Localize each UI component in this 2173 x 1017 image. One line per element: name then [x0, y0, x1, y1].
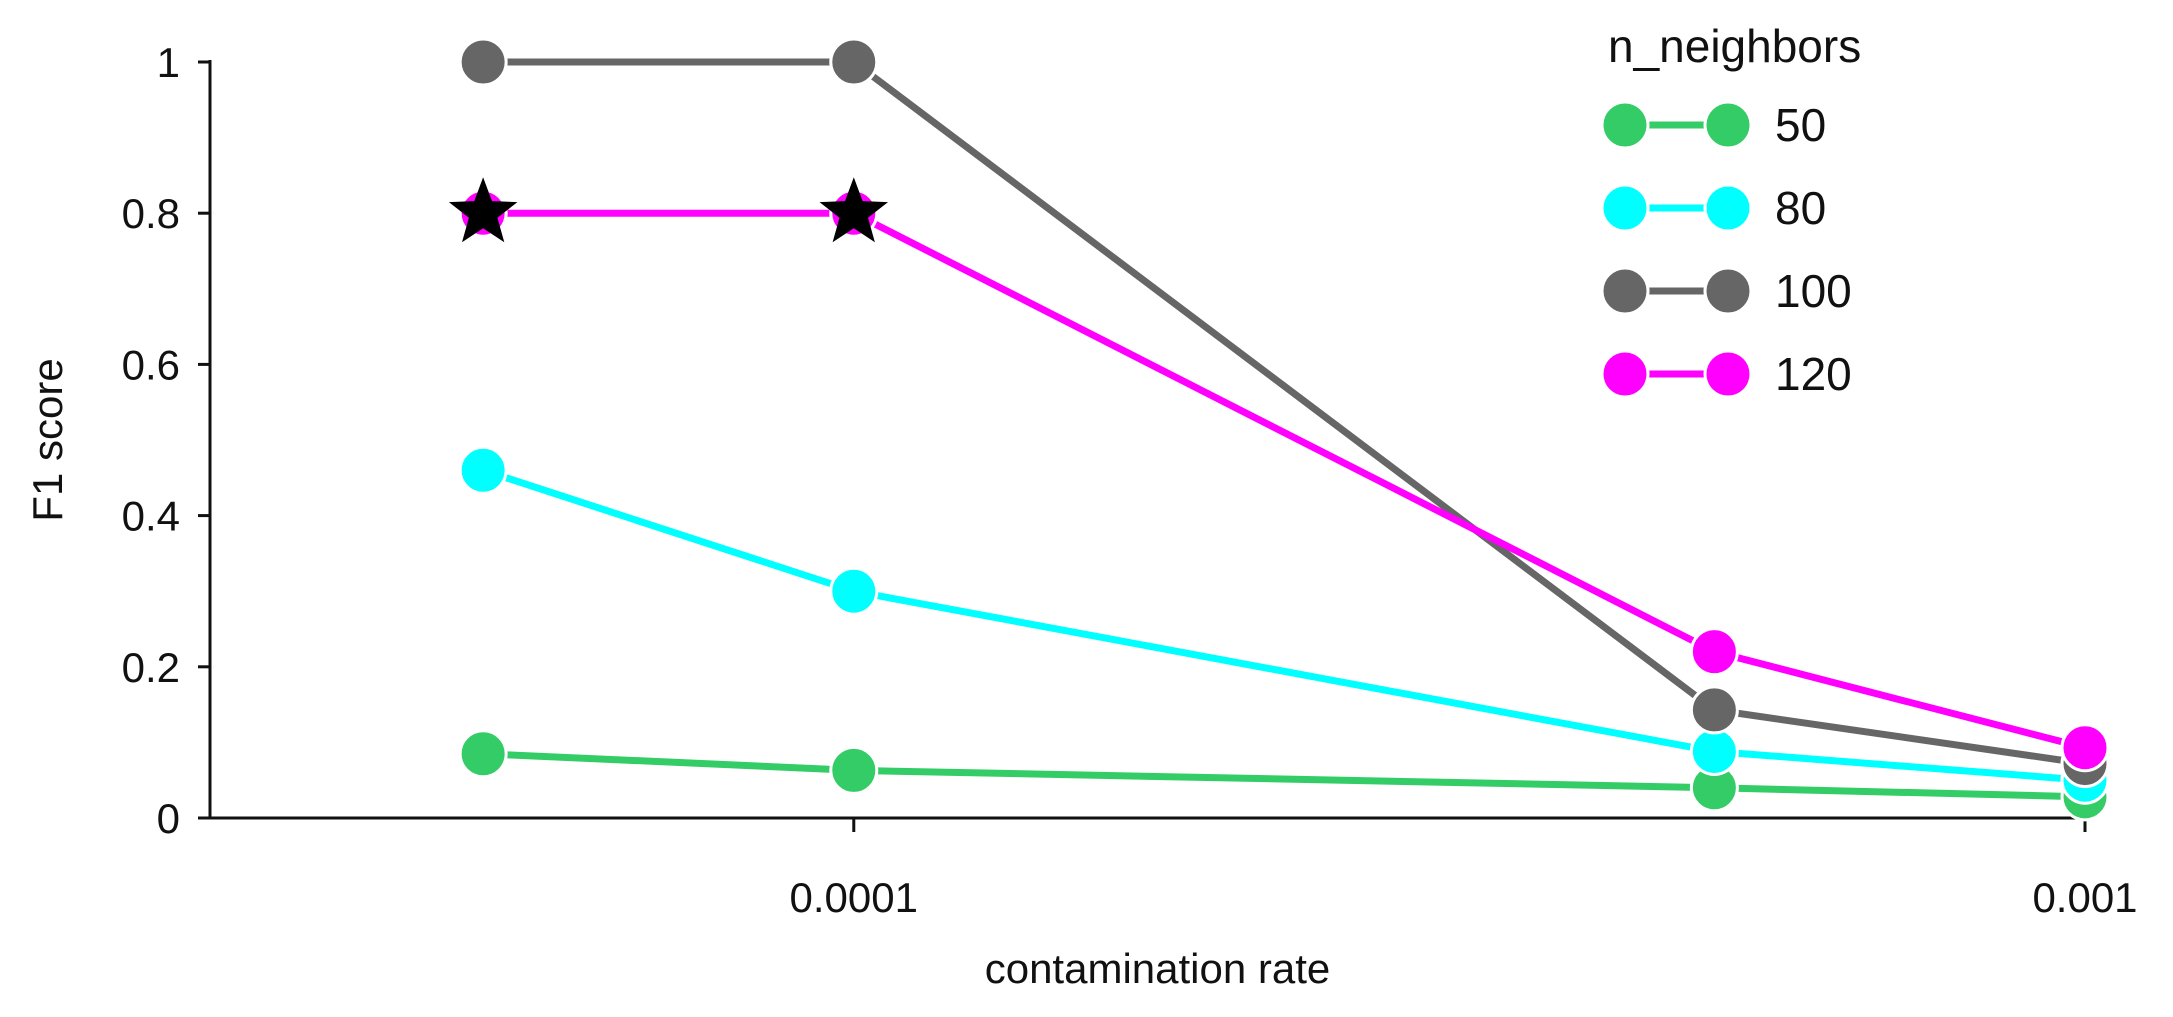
y-tick-label: 0.8	[122, 190, 180, 237]
legend-label: 100	[1775, 265, 1852, 317]
legend-label: 120	[1775, 348, 1852, 400]
legend-marker	[1703, 100, 1753, 150]
legend-items: 50 80 100 120	[1600, 99, 1852, 400]
legend-title: n_neighbors	[1608, 20, 1861, 72]
y-tick-label: 0.2	[122, 644, 180, 691]
legend: n_neighbors 50 80 100 120	[1600, 20, 1861, 400]
data-point-100	[1689, 685, 1739, 735]
legend-item-100: 100	[1600, 265, 1852, 317]
legend-label: 50	[1775, 99, 1826, 151]
series-50	[458, 729, 2110, 822]
data-point-100	[829, 37, 879, 87]
x-tick-label: 0.001	[2032, 874, 2137, 921]
x-tick-label: 0.0001	[790, 874, 918, 921]
y-tick-label: 0	[157, 795, 180, 842]
x-axis-label: contamination rate	[985, 945, 1331, 992]
y-tick-label: 0.4	[122, 493, 180, 540]
data-point-100	[458, 37, 508, 87]
data-point-80	[1689, 726, 1739, 776]
series-line-80	[482, 466, 2086, 784]
y-tick-label: 0.6	[122, 341, 180, 388]
legend-label: 80	[1775, 182, 1826, 234]
y-tick-label: 1	[157, 39, 180, 86]
legend-marker	[1703, 349, 1753, 399]
x-ticks: 0.0001 0.001	[790, 818, 2138, 921]
data-point-50	[829, 745, 879, 795]
series-line-50	[482, 750, 2086, 801]
star-marker	[448, 177, 518, 243]
legend-marker	[1600, 183, 1650, 233]
star-marker	[819, 177, 888, 243]
series-line-120	[483, 209, 2086, 752]
series-80	[458, 445, 2110, 805]
data-point-80	[829, 566, 879, 616]
y-ticks: 0 0.2 0.4 0.6 0.8 1	[122, 39, 210, 842]
legend-marker	[1600, 100, 1650, 150]
legend-marker	[1703, 266, 1753, 316]
highlight-markers	[448, 177, 888, 243]
legend-marker	[1600, 266, 1650, 316]
legend-item-80: 80	[1600, 182, 1826, 234]
data-point-120	[1689, 627, 1739, 677]
axes: 0 0.2 0.4 0.6 0.8 1 0.0001 0.001 F1 score cont…	[24, 39, 2138, 992]
legend-marker	[1600, 349, 1650, 399]
y-axis-label: F1 score	[24, 358, 71, 521]
legend-item-120: 120	[1600, 348, 1852, 400]
series-lines	[458, 37, 2110, 822]
data-point-50	[458, 729, 508, 779]
series-120	[458, 188, 2110, 773]
legend-item-50: 50	[1600, 99, 1826, 151]
data-point-120	[2060, 723, 2110, 773]
data-point-80	[458, 445, 508, 495]
legend-marker	[1703, 183, 1753, 233]
series-line-100	[483, 58, 2086, 768]
